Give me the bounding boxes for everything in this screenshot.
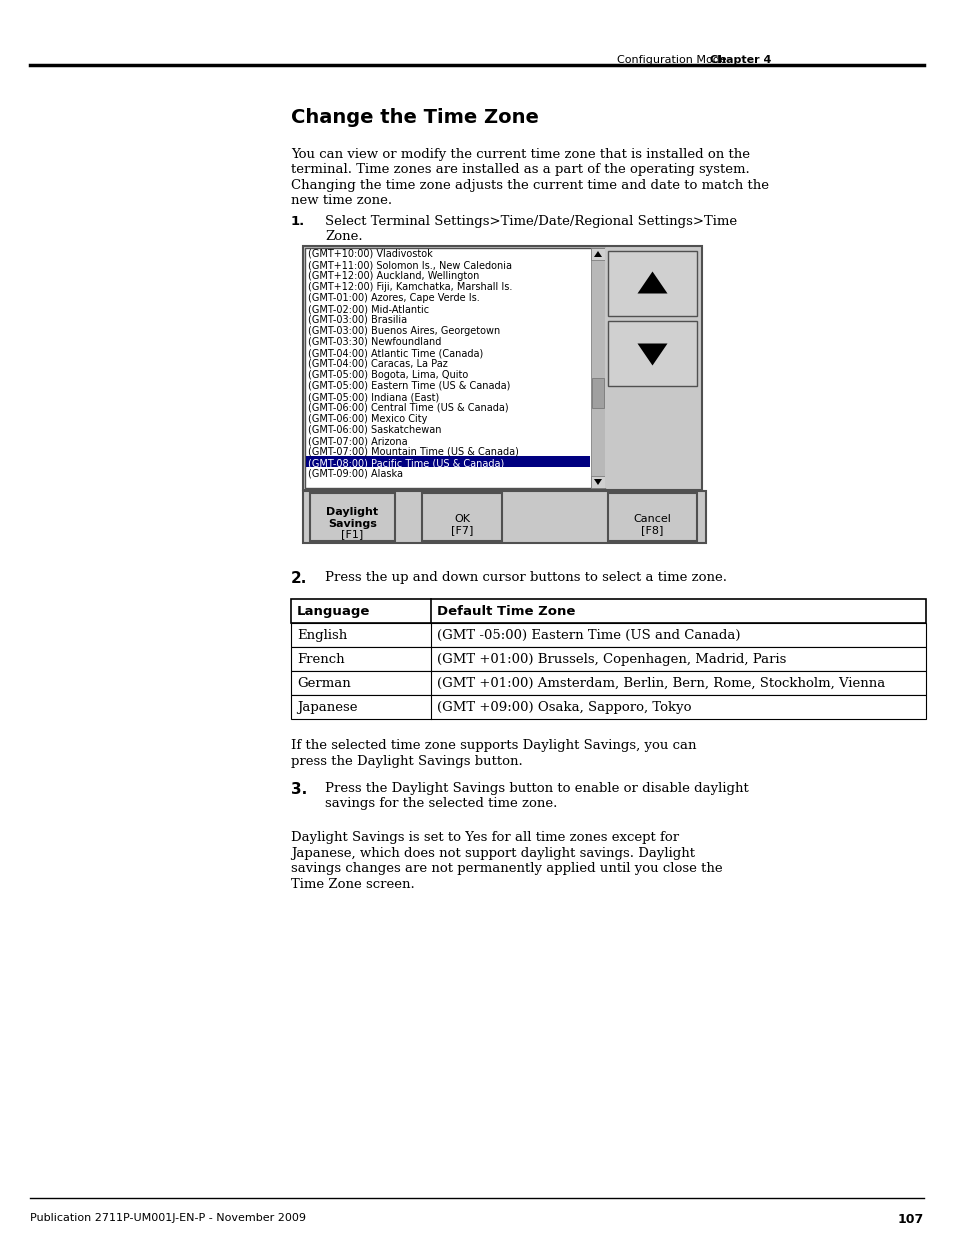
Text: [F7]: [F7] — [451, 525, 473, 535]
Text: (GMT-04:00) Caracas, La Paz: (GMT-04:00) Caracas, La Paz — [308, 359, 447, 369]
Text: (GMT+12:00) Fiji, Kamchatka, Marshall Is.: (GMT+12:00) Fiji, Kamchatka, Marshall Is… — [308, 282, 512, 291]
Text: (GMT -05:00) Eastern Time (US and Canada): (GMT -05:00) Eastern Time (US and Canada… — [436, 629, 740, 642]
Text: (GMT +01:00) Brussels, Copenhagen, Madrid, Paris: (GMT +01:00) Brussels, Copenhagen, Madri… — [436, 653, 785, 666]
Text: Change the Time Zone: Change the Time Zone — [291, 107, 538, 127]
Text: [F8]: [F8] — [640, 525, 663, 535]
Bar — [590, 475, 604, 488]
Text: Savings: Savings — [328, 519, 376, 529]
Text: (GMT+10:00) Vladivostok: (GMT+10:00) Vladivostok — [308, 249, 433, 259]
Text: Language: Language — [296, 605, 370, 618]
Bar — [607, 251, 697, 316]
Bar — [291, 671, 925, 695]
Text: If the selected time zone supports Daylight Savings, you can: If the selected time zone supports Dayli… — [291, 739, 696, 752]
Text: Chapter 4: Chapter 4 — [709, 56, 771, 65]
Text: (GMT-07:00) Arizona: (GMT-07:00) Arizona — [308, 436, 407, 446]
Text: savings changes are not permanently applied until you close the: savings changes are not permanently appl… — [291, 862, 721, 876]
Text: (GMT-04:00) Atlantic Time (Canada): (GMT-04:00) Atlantic Time (Canada) — [308, 348, 483, 358]
Text: new time zone.: new time zone. — [291, 194, 392, 207]
Polygon shape — [637, 272, 667, 294]
Bar — [291, 647, 925, 671]
Text: Select Terminal Settings>Time/Date/Regional Settings>Time: Select Terminal Settings>Time/Date/Regio… — [325, 215, 737, 228]
Bar — [607, 493, 697, 541]
Text: (GMT-03:00) Brasilia: (GMT-03:00) Brasilia — [308, 315, 407, 325]
Bar — [291, 695, 925, 719]
Text: Japanese: Japanese — [296, 701, 357, 714]
Text: Japanese, which does not support daylight savings. Daylight: Japanese, which does not support dayligh… — [291, 846, 695, 860]
Text: 3.: 3. — [291, 782, 307, 797]
Bar — [303, 246, 701, 490]
Text: Daylight: Daylight — [326, 508, 378, 517]
Text: (GMT +09:00) Osaka, Sapporo, Tokyo: (GMT +09:00) Osaka, Sapporo, Tokyo — [436, 701, 691, 714]
Polygon shape — [637, 343, 667, 366]
Text: (GMT-07:00) Mountain Time (US & Canada): (GMT-07:00) Mountain Time (US & Canada) — [308, 447, 518, 457]
Text: OK: OK — [454, 514, 470, 524]
Bar — [310, 493, 395, 541]
Text: French: French — [296, 653, 344, 666]
Text: (GMT-08:00) Pacific Time (US & Canada): (GMT-08:00) Pacific Time (US & Canada) — [308, 458, 504, 468]
Text: You can view or modify the current time zone that is installed on the: You can view or modify the current time … — [291, 148, 749, 161]
Bar — [590, 248, 604, 261]
Text: (GMT-05:00) Eastern Time (US & Canada): (GMT-05:00) Eastern Time (US & Canada) — [308, 382, 510, 391]
Text: Configuration Mode: Configuration Mode — [617, 56, 726, 65]
Text: 2.: 2. — [291, 571, 307, 585]
Text: Publication 2711P-UM001J-EN-P - November 2009: Publication 2711P-UM001J-EN-P - November… — [30, 1213, 306, 1223]
Text: (GMT-01:00) Azores, Cape Verde Is.: (GMT-01:00) Azores, Cape Verde Is. — [308, 293, 479, 303]
Text: Changing the time zone adjusts the current time and date to match the: Changing the time zone adjusts the curre… — [291, 179, 768, 191]
Text: German: German — [296, 677, 351, 690]
Text: (GMT-09:00) Alaska: (GMT-09:00) Alaska — [308, 469, 402, 479]
Text: (GMT-06:00) Saskatchewan: (GMT-06:00) Saskatchewan — [308, 425, 441, 435]
Bar — [421, 493, 501, 541]
Text: (GMT-03:30) Newfoundland: (GMT-03:30) Newfoundland — [308, 337, 441, 347]
Text: 107: 107 — [897, 1213, 923, 1226]
Text: (GMT+11:00) Solomon Is., New Caledonia: (GMT+11:00) Solomon Is., New Caledonia — [308, 261, 512, 270]
Text: Default Time Zone: Default Time Zone — [436, 605, 575, 618]
Text: Press the up and down cursor buttons to select a time zone.: Press the up and down cursor buttons to … — [325, 571, 726, 584]
Bar — [291, 599, 925, 622]
Text: Zone.: Zone. — [325, 231, 362, 243]
Text: (GMT +01:00) Amsterdam, Berlin, Bern, Rome, Stockholm, Vienna: (GMT +01:00) Amsterdam, Berlin, Bern, Ro… — [436, 677, 884, 690]
Bar — [604, 248, 700, 488]
Text: (GMT-06:00) Central Time (US & Canada): (GMT-06:00) Central Time (US & Canada) — [308, 403, 508, 412]
Text: Time Zone screen.: Time Zone screen. — [291, 878, 415, 890]
Bar — [607, 321, 697, 387]
Bar — [590, 248, 604, 488]
Text: (GMT-03:00) Buenos Aires, Georgetown: (GMT-03:00) Buenos Aires, Georgetown — [308, 326, 499, 336]
Text: Daylight Savings is set to Yes for all time zones except for: Daylight Savings is set to Yes for all t… — [291, 831, 679, 844]
Text: (GMT-05:00) Bogota, Lima, Quito: (GMT-05:00) Bogota, Lima, Quito — [308, 370, 468, 380]
Text: English: English — [296, 629, 347, 642]
Polygon shape — [594, 479, 601, 485]
Text: terminal. Time zones are installed as a part of the operating system.: terminal. Time zones are installed as a … — [291, 163, 749, 177]
Text: [F1]: [F1] — [341, 529, 363, 538]
Bar — [291, 622, 925, 647]
Polygon shape — [594, 251, 601, 257]
Bar — [305, 248, 604, 488]
Text: 1.: 1. — [291, 215, 305, 228]
Text: Press the Daylight Savings button to enable or disable daylight: Press the Daylight Savings button to ena… — [325, 782, 748, 795]
Text: (GMT-05:00) Indiana (East): (GMT-05:00) Indiana (East) — [308, 391, 438, 403]
Text: (GMT+12:00) Auckland, Wellington: (GMT+12:00) Auckland, Wellington — [308, 270, 478, 282]
Bar — [592, 378, 603, 408]
Text: savings for the selected time zone.: savings for the selected time zone. — [325, 798, 557, 810]
Bar — [303, 492, 705, 543]
Text: press the Daylight Savings button.: press the Daylight Savings button. — [291, 755, 522, 767]
Bar — [306, 456, 589, 467]
Text: (GMT-02:00) Mid-Atlantic: (GMT-02:00) Mid-Atlantic — [308, 304, 429, 314]
Text: (GMT-06:00) Mexico City: (GMT-06:00) Mexico City — [308, 414, 427, 424]
Text: Cancel: Cancel — [633, 514, 671, 524]
